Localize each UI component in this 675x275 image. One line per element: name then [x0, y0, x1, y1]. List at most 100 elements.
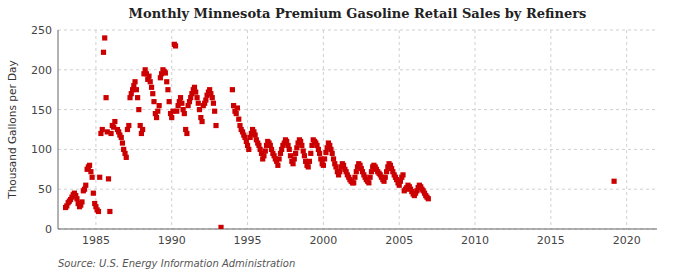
point	[150, 91, 155, 96]
point	[212, 109, 217, 114]
point	[182, 111, 187, 116]
point	[230, 87, 235, 92]
point	[192, 85, 197, 90]
point	[333, 164, 338, 169]
point	[174, 109, 179, 114]
y-grid-line	[58, 30, 657, 31]
y-grid-line	[58, 229, 657, 230]
point	[383, 175, 388, 180]
point	[157, 103, 162, 108]
y-grid-line	[58, 69, 657, 70]
chart: 1985199019952000200520102015202005010015…	[0, 0, 675, 275]
point	[275, 163, 280, 168]
y-tick-label: 150	[31, 104, 52, 117]
point	[384, 169, 389, 174]
point	[263, 148, 268, 153]
point	[178, 95, 183, 100]
x-grid-line	[475, 30, 476, 229]
point	[211, 101, 216, 106]
point	[88, 169, 93, 174]
point	[79, 199, 84, 204]
x-tick-label: 2000	[309, 234, 337, 247]
point	[173, 43, 178, 48]
point	[103, 95, 108, 100]
point	[96, 209, 101, 214]
y-tick-label: 250	[31, 24, 52, 37]
point	[351, 180, 356, 185]
point	[163, 70, 168, 75]
point	[322, 156, 327, 161]
point	[108, 131, 113, 136]
point	[179, 101, 184, 106]
point	[151, 99, 156, 104]
y-tick-label: 100	[31, 143, 52, 156]
x-tick-label: 2015	[537, 234, 565, 247]
point	[400, 172, 405, 177]
point	[246, 147, 251, 152]
x-grid-line	[323, 30, 324, 229]
x-axis-line	[58, 229, 657, 230]
point	[155, 109, 160, 114]
point	[100, 127, 105, 132]
source-note: Source: U.S. Energy Information Administ…	[58, 258, 295, 269]
point	[294, 145, 299, 150]
point	[154, 115, 159, 120]
point	[317, 151, 322, 156]
point	[112, 119, 117, 124]
point	[367, 175, 372, 180]
y-axis-line	[58, 30, 59, 229]
point	[301, 148, 306, 153]
point	[148, 79, 153, 84]
point	[199, 119, 204, 124]
point	[236, 117, 241, 122]
title: Monthly Minnesota Premium Gasoline Retai…	[129, 6, 587, 21]
point	[196, 101, 201, 106]
y-grid-line	[58, 189, 657, 190]
point	[234, 111, 239, 116]
point	[169, 115, 174, 120]
point	[132, 79, 137, 84]
point	[330, 151, 335, 156]
point	[293, 151, 298, 156]
point	[165, 87, 170, 92]
point	[167, 99, 172, 104]
point	[276, 156, 281, 161]
x-grid-line	[399, 30, 400, 229]
grid	[58, 30, 657, 229]
x-grid-line	[626, 30, 627, 229]
point	[369, 169, 374, 174]
point	[119, 135, 124, 140]
point	[235, 105, 240, 110]
x-tick-label: 2010	[461, 234, 489, 247]
point	[307, 159, 312, 164]
x-tick-label: 1995	[234, 234, 262, 247]
x-tick-label: 1990	[158, 234, 186, 247]
point	[107, 209, 112, 214]
point	[90, 175, 95, 180]
y-axis-label: Thousand Gallons per Day	[6, 60, 18, 200]
point	[140, 127, 145, 132]
chart-container: 1985199019952000200520102015202005010015…	[0, 0, 675, 275]
point	[164, 79, 169, 84]
point	[299, 143, 304, 148]
y-grid-line	[58, 109, 657, 110]
x-tick-label: 1985	[82, 234, 110, 247]
point	[193, 89, 198, 94]
point	[135, 95, 140, 100]
point	[74, 196, 79, 201]
point	[287, 147, 292, 152]
point	[136, 107, 141, 112]
point	[126, 123, 131, 128]
point	[290, 161, 295, 166]
point	[366, 180, 371, 185]
point	[83, 183, 88, 188]
x-grid-line	[550, 30, 551, 229]
point	[101, 50, 106, 55]
point	[102, 35, 107, 40]
points	[63, 35, 617, 229]
point	[203, 97, 208, 102]
point	[87, 163, 92, 168]
x-grid-line	[171, 30, 172, 229]
point	[106, 176, 111, 181]
point	[213, 123, 218, 128]
